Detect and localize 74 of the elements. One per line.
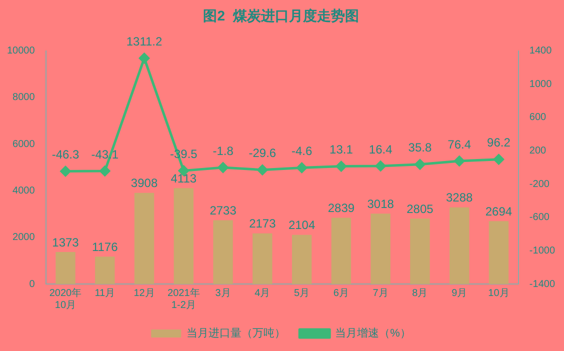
data-label: 3018 — [367, 196, 394, 211]
bar — [174, 188, 194, 284]
data-label: 3288 — [446, 190, 474, 205]
y-tick-label: 0 — [29, 278, 36, 290]
legend-label: 当月进口量（万吨） — [186, 326, 286, 340]
y-tick-label: 6000 — [12, 138, 36, 150]
y2-tick-label: -1000 — [529, 245, 556, 256]
y2-tick-label: -200 — [529, 178, 550, 190]
bar — [488, 221, 509, 284]
point — [218, 162, 228, 173]
x-tick-label: 10月 — [488, 288, 510, 299]
data-label: 1311.2 — [126, 34, 162, 49]
bar — [134, 192, 154, 284]
y2-tick-label: 1400 — [529, 46, 552, 57]
x-tick-label: 11月 — [94, 288, 116, 299]
data-label: 16.4 — [368, 142, 393, 156]
data-label: -29.6 — [248, 146, 276, 160]
y-tick-label: 4000 — [12, 185, 36, 196]
point — [336, 161, 346, 172]
data-label: 2104 — [288, 218, 316, 232]
point — [493, 154, 504, 165]
data-label: 2839 — [328, 201, 355, 216]
x-tick-label: 6月 — [333, 288, 349, 299]
point — [414, 159, 426, 170]
x-tick-label: 5月 — [294, 288, 310, 299]
y2-tick-label: 200 — [529, 145, 547, 156]
bar — [331, 218, 352, 284]
point — [375, 160, 386, 172]
point — [454, 156, 465, 166]
data-label: -1.8 — [212, 144, 234, 158]
x-tick-label: 2021年 1-2月 — [168, 286, 200, 311]
data-label: 1176 — [92, 240, 118, 254]
data-label: 4113 — [170, 171, 197, 186]
x-tick-label: 7月 — [372, 288, 388, 299]
data-label: 2733 — [210, 204, 237, 218]
y2-tick-label: -1400 — [529, 278, 556, 290]
y-tick-label: 8000 — [12, 92, 36, 104]
bar — [252, 233, 272, 284]
data-label: 1373 — [52, 235, 80, 250]
bar — [56, 252, 76, 284]
legend-label: 当月增速（%） — [335, 326, 411, 340]
bar — [95, 256, 115, 284]
bar — [410, 218, 430, 284]
data-label: -4.6 — [291, 144, 312, 158]
y2-tick-label: 1000 — [529, 78, 552, 90]
point — [257, 164, 268, 176]
bar — [292, 234, 312, 284]
y-tick-label: 10000 — [6, 46, 36, 57]
x-tick-label: 12月 — [134, 288, 155, 299]
data-label: 76.4 — [448, 137, 472, 152]
data-label: 2694 — [485, 204, 512, 218]
data-label: 96.2 — [487, 136, 511, 150]
point — [60, 166, 71, 177]
bar — [213, 220, 233, 284]
chart-title: 图2 煤炭进口月度走势图 — [203, 7, 359, 24]
x-tick-label: 2020年 10月 — [49, 286, 82, 311]
data-label: -46.3 — [52, 148, 80, 162]
point — [100, 166, 110, 176]
data-label: 2173 — [249, 216, 276, 231]
y2-tick-label: -600 — [529, 212, 550, 224]
y-tick-label: 2000 — [12, 232, 36, 244]
x-tick-label: 9月 — [452, 288, 468, 299]
data-label: 13.1 — [330, 142, 354, 157]
y2-tick-label: 600 — [529, 112, 547, 124]
x-tick-label: 3月 — [215, 288, 231, 299]
point — [139, 52, 150, 64]
bar — [370, 214, 390, 284]
data-label: 2805 — [406, 202, 434, 216]
data-label: 35.8 — [408, 140, 432, 155]
bar — [450, 207, 470, 284]
data-label: 3908 — [130, 176, 158, 190]
point — [296, 162, 308, 174]
x-tick-label: 8月 — [412, 288, 428, 299]
x-tick-label: 4月 — [254, 288, 270, 299]
